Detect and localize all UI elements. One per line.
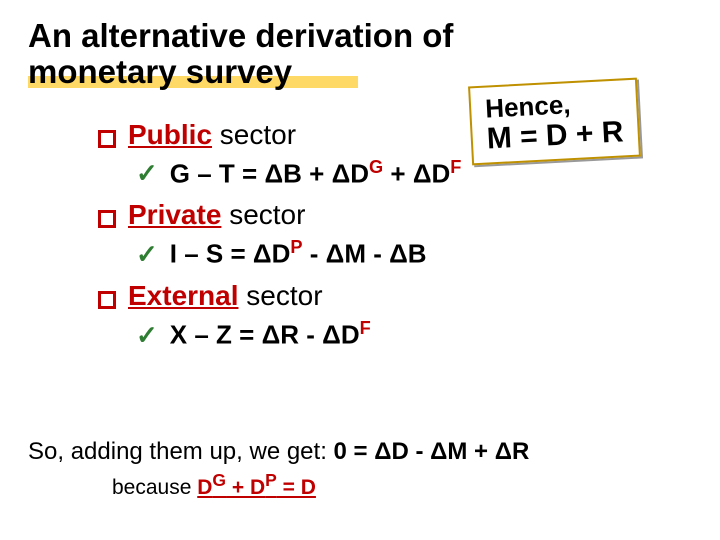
sector-line: Public sector [128, 119, 296, 151]
footer-sub-pre: because [112, 476, 197, 499]
check-icon: ✓ [136, 320, 158, 351]
slide: An alternative derivation of monetary su… [0, 0, 720, 540]
equation-private: ✓ I – S = ΔDP - ΔM - ΔB [136, 237, 692, 270]
footer: So, adding them up, we get: 0 = ΔD - ΔM … [28, 438, 688, 500]
footer-eq: 0 = ΔD - ΔM + ΔR [334, 438, 530, 465]
sector-external: External sector [98, 280, 692, 312]
sector-private: Private sector [98, 199, 692, 231]
footer-pre: So, adding them up, we get: [28, 438, 334, 465]
callout-box: Hence, M = D + R [468, 78, 641, 166]
sector-label: Private [128, 199, 221, 230]
sector-word: sector [246, 280, 322, 312]
title-text-1: An alternative derivation of [28, 17, 453, 54]
footer-sub: because DG + DP = D [112, 470, 688, 500]
square-bullet-icon [98, 210, 116, 228]
sector-word: sector [220, 119, 296, 151]
callout-equation: M = D + R [486, 117, 624, 154]
eq-text: I – S = ΔDP - ΔM - ΔB [170, 237, 427, 270]
check-icon: ✓ [136, 158, 158, 189]
title-text-2: monetary survey [28, 53, 292, 90]
equation-public: ✓ G – T = ΔB + ΔDG + ΔDF [136, 157, 692, 190]
square-bullet-icon [98, 291, 116, 309]
sector-line: Private sector [128, 199, 305, 231]
check-icon: ✓ [136, 239, 158, 270]
title-line-2: monetary survey [28, 54, 292, 90]
eq-text: X – Z = ΔR - ΔDF [170, 318, 371, 351]
square-bullet-icon [98, 130, 116, 148]
eq-text: G – T = ΔB + ΔDG + ΔDF [170, 157, 462, 190]
equation-external: ✓ X – Z = ΔR - ΔDF [136, 318, 692, 351]
footer-main: So, adding them up, we get: 0 = ΔD - ΔM … [28, 438, 688, 466]
sector-label: External [128, 280, 239, 311]
sector-line: External sector [128, 280, 323, 312]
sector-label: Public [128, 119, 212, 150]
sector-word: sector [229, 199, 305, 231]
footer-sub-eq: DG + DP = D [197, 476, 316, 499]
title-line-1: An alternative derivation of [28, 18, 453, 54]
